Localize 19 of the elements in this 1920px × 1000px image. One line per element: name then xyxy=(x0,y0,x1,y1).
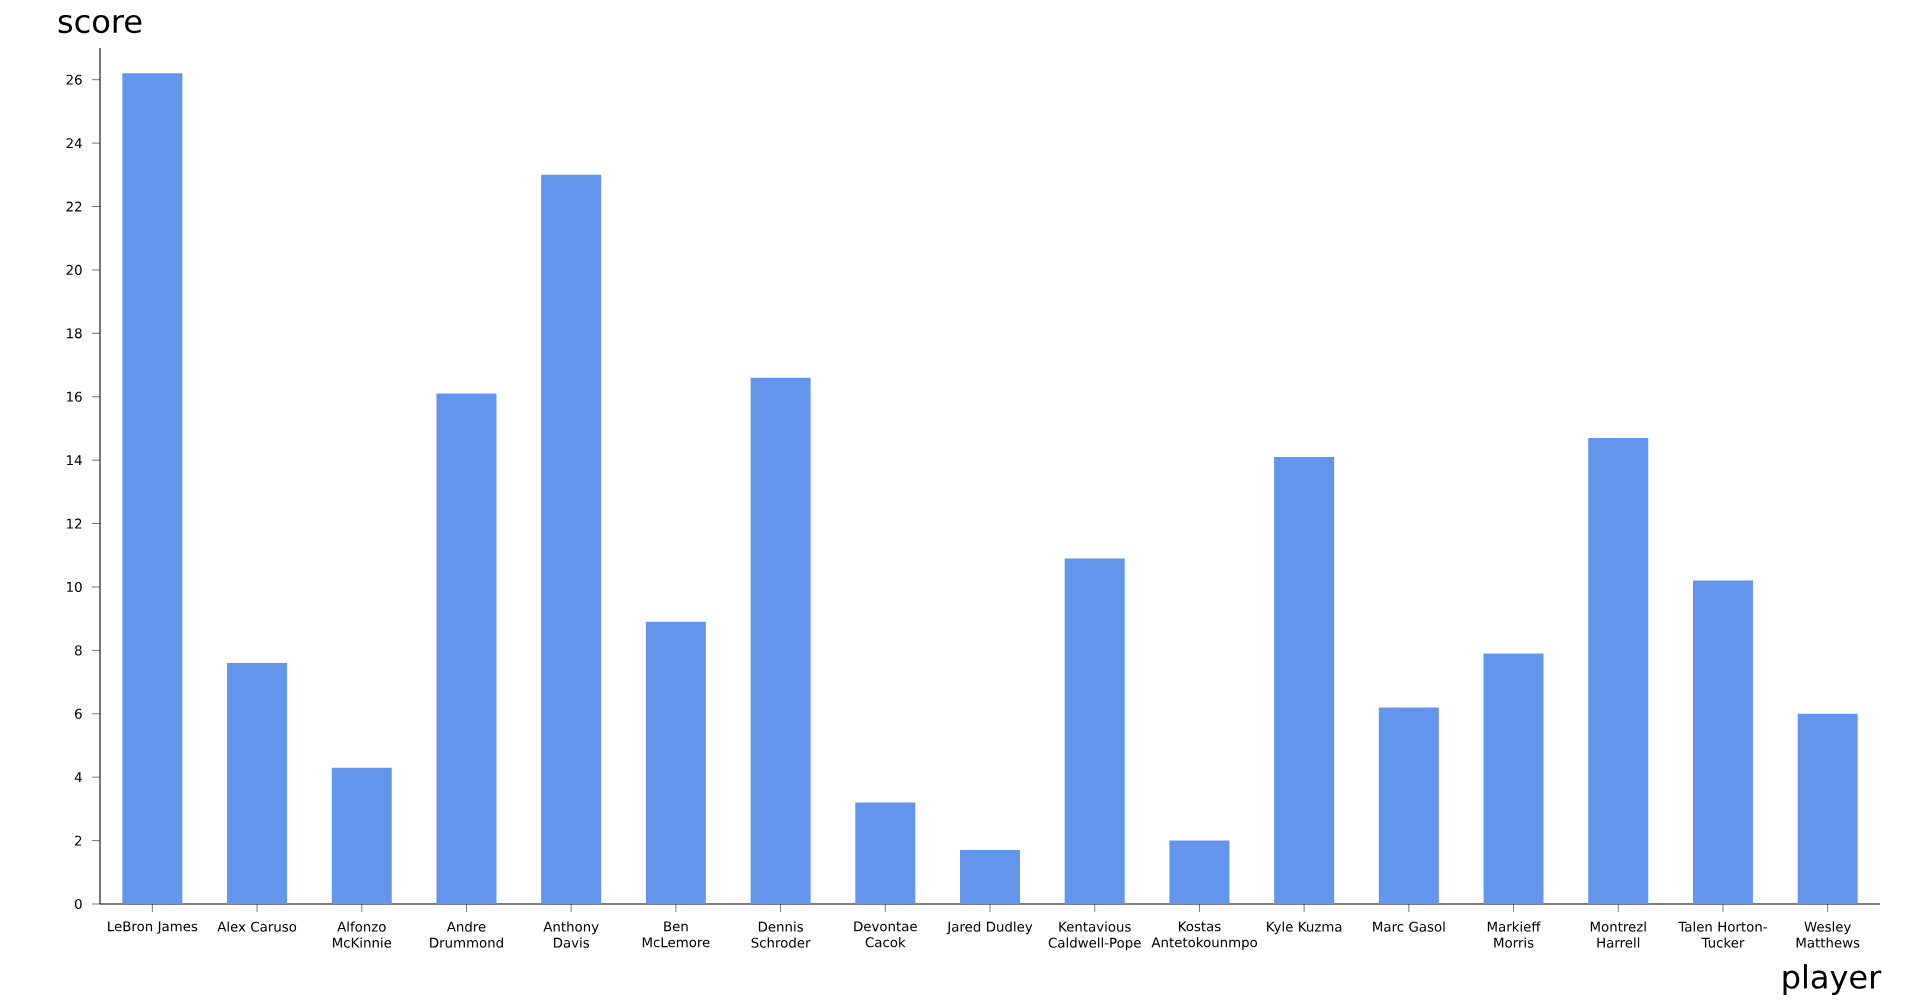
bar xyxy=(1692,580,1753,904)
bar xyxy=(541,174,602,904)
bar xyxy=(1797,713,1858,904)
bar xyxy=(855,802,916,904)
bar xyxy=(1169,840,1230,904)
bar xyxy=(750,377,811,904)
bar xyxy=(1483,653,1544,904)
bar xyxy=(1378,707,1439,904)
bar xyxy=(645,621,706,904)
bar xyxy=(436,393,497,904)
x-axis-title: player xyxy=(1783,964,1882,996)
bar xyxy=(227,663,288,904)
bar xyxy=(1588,437,1649,904)
bar xyxy=(1064,558,1125,904)
bar xyxy=(1274,456,1335,904)
bar xyxy=(960,850,1021,904)
bar xyxy=(331,767,392,904)
bar xyxy=(122,73,183,904)
y-axis-title: score xyxy=(58,14,142,34)
